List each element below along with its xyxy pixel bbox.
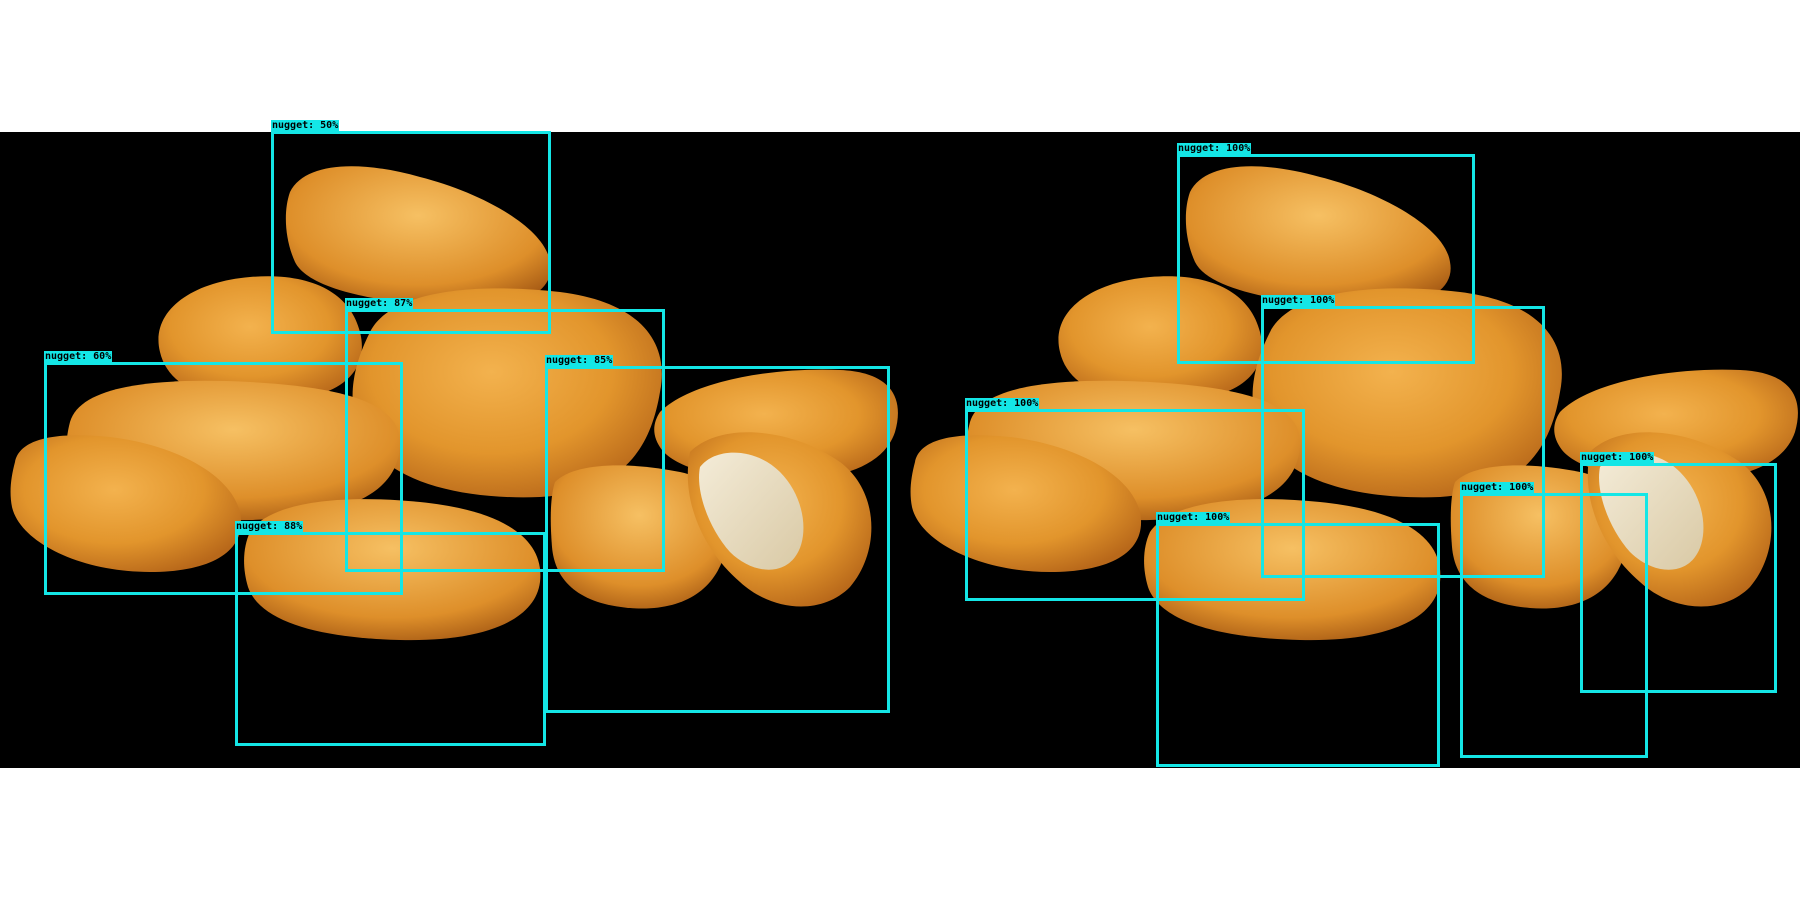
detection-box — [1460, 493, 1648, 758]
detection-label: nugget: 87% — [345, 298, 414, 309]
left-detection-panel: nugget: 50% nugget: 87% nugget: 60% nugg… — [0, 120, 900, 768]
detection-box — [1580, 463, 1777, 693]
detection-label: nugget: 100% — [965, 398, 1040, 409]
detection-box — [1156, 523, 1440, 767]
detection-box — [271, 131, 551, 334]
detection-label: nugget: 100% — [1177, 143, 1252, 154]
detection-label: nugget: 100% — [1580, 452, 1655, 463]
detection-label: nugget: 100% — [1460, 482, 1535, 493]
detection-label: nugget: 85% — [545, 355, 614, 366]
detection-label: nugget: 88% — [235, 521, 304, 532]
right-detection-panel: nugget: 100% nugget: 100% nugget: 100% n… — [900, 132, 1800, 768]
detection-box — [545, 366, 890, 713]
detection-label: nugget: 100% — [1156, 512, 1231, 523]
detection-box — [965, 409, 1305, 601]
detection-label: nugget: 60% — [44, 351, 113, 362]
detection-box — [235, 532, 546, 746]
detection-box — [44, 362, 403, 595]
detection-box — [345, 309, 665, 572]
detection-label: nugget: 50% — [271, 120, 340, 131]
image-stage: nugget: 50% nugget: 87% nugget: 60% nugg… — [0, 120, 1800, 768]
detection-label: nugget: 100% — [1261, 295, 1336, 306]
detection-box — [1177, 154, 1475, 364]
detection-box — [1261, 306, 1545, 578]
